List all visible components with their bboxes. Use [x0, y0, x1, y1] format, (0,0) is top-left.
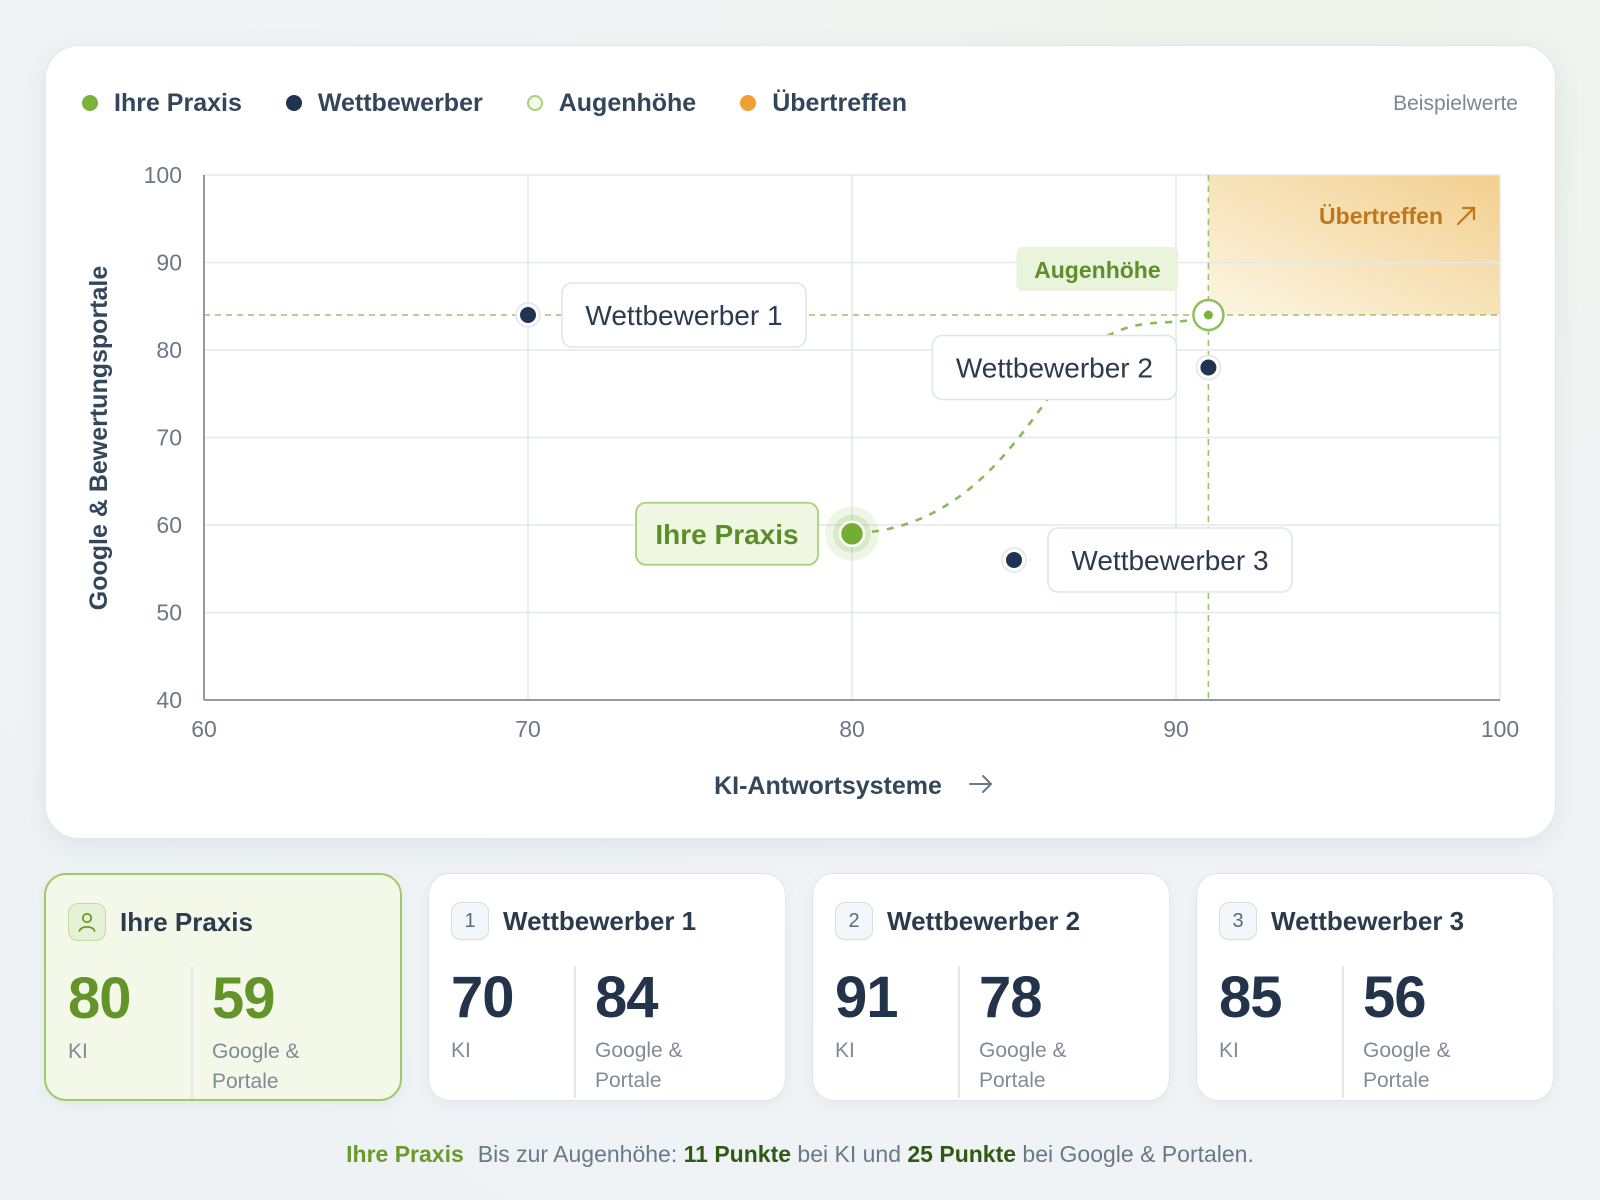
metric-label: KI	[835, 1039, 855, 1062]
summary-ki-gap: 11 Punkte	[683, 1141, 792, 1167]
x-axis-title: KI-Antwortsysteme	[714, 772, 942, 800]
gap-summary: Ihre Praxis Bis zur Augenhöhe: 11 Punkte …	[0, 1141, 1600, 1168]
metric-value: 85	[1219, 965, 1283, 1030]
legend-item-exceed: Übertreffen	[740, 89, 907, 118]
legend-marker-target	[526, 95, 543, 111]
target-marker-center	[1203, 310, 1213, 320]
metric-label: Google & Portale	[979, 1039, 1067, 1092]
legend-label: Wettbewerber	[317, 88, 483, 117]
competitor-point	[1006, 552, 1022, 568]
y-tick-label: 80	[156, 337, 182, 363]
summary-lead: Ihre Praxis	[346, 1141, 464, 1167]
rank-badge: 2	[835, 902, 873, 940]
legend-label: Augenhöhe	[558, 88, 697, 117]
rank-badge: 3	[1219, 902, 1257, 940]
y-axis-title: Google & Bewertungsportale	[85, 266, 113, 611]
tile-own-practice: Ihre Praxis 80 KI 59 Google & Portale	[44, 873, 402, 1101]
rank-badge: 1	[451, 902, 489, 940]
competitor-label: Wettbewerber 1	[585, 300, 782, 331]
metric-ki: 80 KI	[68, 966, 132, 1067]
summary-portal-gap: 25 Punkte	[907, 1141, 1017, 1167]
metric-label: KI	[1219, 1039, 1239, 1062]
metric-google-portals: 59 Google & Portale	[212, 967, 362, 1097]
exceed-zone-label: Übertreffen	[1319, 203, 1443, 229]
arrow-up-right-icon	[1456, 206, 1476, 226]
target-label-bg	[1016, 247, 1179, 291]
metric-label: Google & Portale	[212, 1040, 300, 1093]
own-point	[838, 520, 866, 547]
y-tick-label: 100	[144, 162, 182, 188]
y-tick-label: 90	[156, 250, 182, 276]
target-label: Augenhöhe	[1034, 257, 1161, 283]
legend-marker-competitor	[285, 95, 302, 111]
tile-title: Wettbewerber 1	[503, 905, 697, 936]
divider	[191, 967, 193, 1099]
arrow-right-icon	[969, 775, 993, 793]
legend-label: Übertreffen	[772, 88, 907, 117]
x-tick-label: 60	[191, 716, 217, 742]
tile-title: Ihre Praxis	[120, 906, 253, 937]
competitor-point	[1200, 359, 1217, 376]
y-tick-label: 40	[156, 687, 182, 713]
metric-label: KI	[68, 1040, 88, 1063]
metric-value: 56	[1363, 965, 1427, 1030]
chart-legend: Ihre Praxis Wettbewerber Augenhöhe Übert…	[82, 86, 951, 120]
summary-text: bei Google & Portalen.	[1016, 1141, 1254, 1167]
metric-google-portals: 78 Google & Portale	[979, 966, 1129, 1096]
metric-label: Google & Portale	[595, 1039, 683, 1092]
scatter-plot: 60 70 80 90 100 40 50 60 70 80 90 100 KI-Antwortsyst…	[85, 162, 1519, 800]
metric-value: 80	[68, 966, 132, 1031]
tile-competitor-2: 2 Wettbewerber 2 91 KI 78 Google & Porta…	[812, 873, 1170, 1101]
tile-competitor-1: 1 Wettbewerber 1 70 KI 84 Google & Porta…	[428, 873, 786, 1101]
x-tick-label: 70	[515, 716, 541, 742]
divider	[1342, 966, 1344, 1098]
divider	[574, 966, 576, 1098]
metric-label: Google & Portale	[1363, 1039, 1451, 1092]
metric-value: 70	[451, 965, 515, 1030]
tile-competitor-3: 3 Wettbewerber 3 85 KI 56 Google & Porta…	[1196, 873, 1554, 1101]
x-tick-label: 90	[1163, 716, 1189, 742]
metric-value: 59	[212, 966, 276, 1031]
legend-item-target: Augenhöhe	[526, 88, 697, 118]
metric-google-portals: 56 Google & Portale	[1363, 966, 1513, 1096]
metric-value: 84	[595, 965, 659, 1030]
competitor-point	[520, 307, 536, 323]
legend-label: Ihre Praxis	[114, 88, 242, 117]
metric-ki: 91 KI	[835, 965, 899, 1066]
legend-item-own: Ihre Praxis	[82, 89, 242, 118]
legend-marker-own	[82, 95, 98, 111]
score-tiles: Ihre Praxis 80 KI 59 Google & Portale 1 …	[44, 873, 1556, 1103]
legend-marker-exceed	[740, 95, 757, 111]
competitor-label-box	[1047, 527, 1293, 593]
metric-value: 78	[979, 965, 1043, 1030]
summary-text: bei KI und	[791, 1141, 908, 1167]
tile-title: Wettbewerber 2	[887, 905, 1081, 936]
own-point-label-box	[635, 501, 819, 566]
competitor-label-box	[931, 334, 1178, 401]
y-tick-label: 60	[156, 512, 182, 538]
competitor-label: Wettbewerber 3	[1071, 545, 1268, 576]
divider	[958, 966, 960, 1098]
x-tick-label: 80	[839, 716, 865, 742]
metric-google-portals: 84 Google & Portale	[595, 966, 745, 1096]
metric-value: 91	[835, 965, 899, 1030]
sample-values-note: Beispielwerte	[1393, 92, 1518, 115]
own-point-label: Ihre Praxis	[655, 519, 798, 550]
metric-ki: 70 KI	[451, 965, 515, 1066]
x-tick-label: 100	[1481, 716, 1519, 742]
summary-text: Bis zur Augenhöhe:	[477, 1141, 684, 1167]
legend-item-competitor: Wettbewerber	[285, 88, 483, 118]
metric-ki: 85 KI	[1219, 965, 1283, 1066]
y-tick-label: 50	[156, 600, 182, 626]
competitor-label-box	[561, 282, 807, 348]
user-icon	[68, 903, 106, 941]
competitor-label: Wettbewerber 2	[956, 353, 1153, 384]
exceed-zone	[1208, 175, 1500, 315]
metric-label: KI	[451, 1039, 471, 1062]
tile-title: Wettbewerber 3	[1271, 905, 1465, 936]
y-tick-label: 70	[156, 425, 182, 451]
